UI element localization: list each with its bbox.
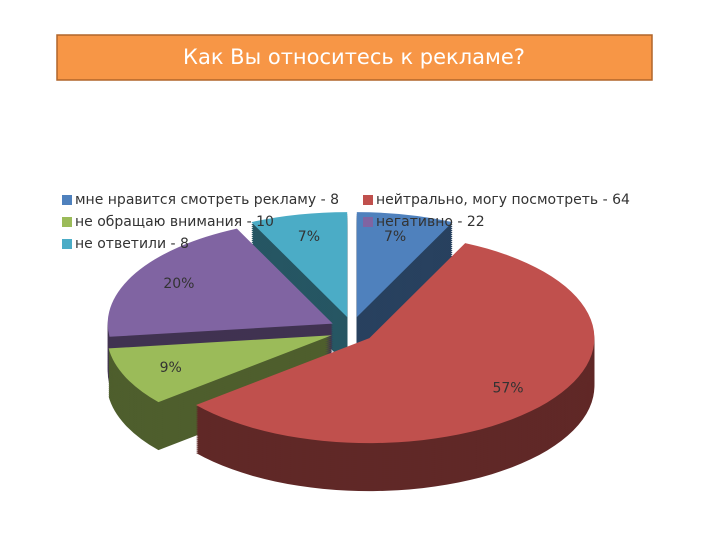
slice bbox=[356, 212, 453, 318]
legend-swatch bbox=[62, 239, 72, 249]
pie: 7% 57% 9% 20% 7% bbox=[107, 212, 595, 492]
legend-label: негативно - 22 bbox=[376, 214, 485, 230]
data-label: 7% bbox=[384, 229, 406, 245]
legend-label: не обращаю внимания - 10 bbox=[75, 214, 274, 230]
slice bbox=[196, 243, 595, 444]
data-label: 9% bbox=[160, 360, 182, 376]
legend-swatch bbox=[363, 195, 373, 205]
legend-label: не ответили - 8 bbox=[75, 236, 189, 252]
slice bbox=[108, 335, 332, 403]
legend-label: мне нравится смотреть рекламу - 8 bbox=[75, 192, 339, 208]
legend-swatch bbox=[62, 195, 72, 205]
legend-swatch bbox=[363, 217, 373, 227]
legend-label: нейтрально, могу посмотреть - 64 bbox=[376, 192, 630, 208]
legend-swatch bbox=[62, 217, 72, 227]
data-label: 7% bbox=[298, 229, 320, 245]
legend: мне нравится смотреть рекламу - 8 нейтрал… bbox=[62, 192, 630, 252]
slice bbox=[251, 212, 348, 318]
data-label: 20% bbox=[163, 276, 194, 292]
title-box bbox=[56, 34, 653, 81]
chart-title: Как Вы относитесь к рекламе? bbox=[183, 45, 525, 69]
data-label: 57% bbox=[492, 380, 523, 396]
slice bbox=[107, 228, 333, 337]
